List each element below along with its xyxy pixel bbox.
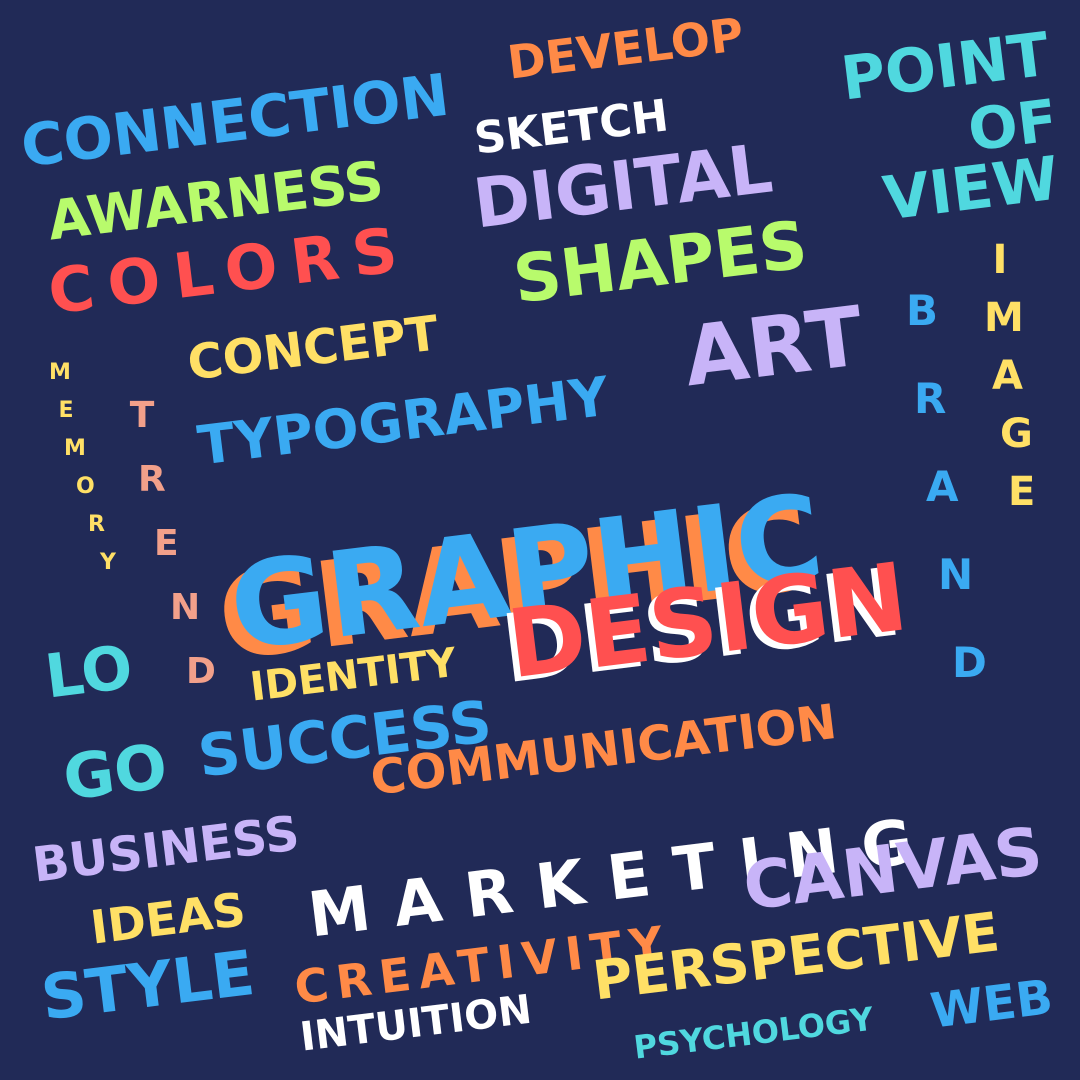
vertical-word-brand: B R A N D: [900, 286, 987, 684]
image-letter: E: [1008, 469, 1036, 515]
image-letter: M: [984, 295, 1024, 341]
word-typography: TYPOGRAPHY: [194, 364, 612, 478]
memory-letter: M: [49, 360, 71, 385]
vertical-word-memory: M E M O R Y: [40, 360, 116, 574]
image-letter: I: [992, 237, 1008, 283]
vertical-word-image: I M A G E: [978, 237, 1036, 515]
word-view: VIEW: [879, 143, 1063, 235]
word-style: STYLE: [37, 936, 259, 1035]
word-art: ART: [679, 289, 869, 406]
brand-letter: A: [926, 462, 959, 511]
image-letter: A: [992, 353, 1023, 399]
trend-letter: E: [154, 523, 179, 564]
word-web: WEB: [927, 969, 1056, 1040]
memory-letter: E: [58, 398, 74, 423]
word-concept: CONCEPT: [184, 305, 442, 392]
memory-letter: M: [64, 436, 86, 461]
word-go: GO: [59, 729, 172, 815]
word-psychology: PSYCHOLOGY: [631, 999, 876, 1067]
word-connection: CONNECTION: [17, 60, 453, 181]
trend-letter: R: [138, 459, 166, 500]
word-business: BUSINESS: [29, 805, 303, 894]
brand-letter: R: [914, 374, 947, 423]
brand-letter: N: [938, 550, 974, 599]
brand-letter: B: [905, 286, 938, 335]
vertical-word-trend: T R E N D: [120, 395, 216, 690]
image-letter: G: [1000, 411, 1033, 457]
memory-letter: O: [76, 474, 95, 499]
word-develop: DEVELOP: [504, 7, 747, 90]
trend-letter: T: [129, 395, 155, 436]
